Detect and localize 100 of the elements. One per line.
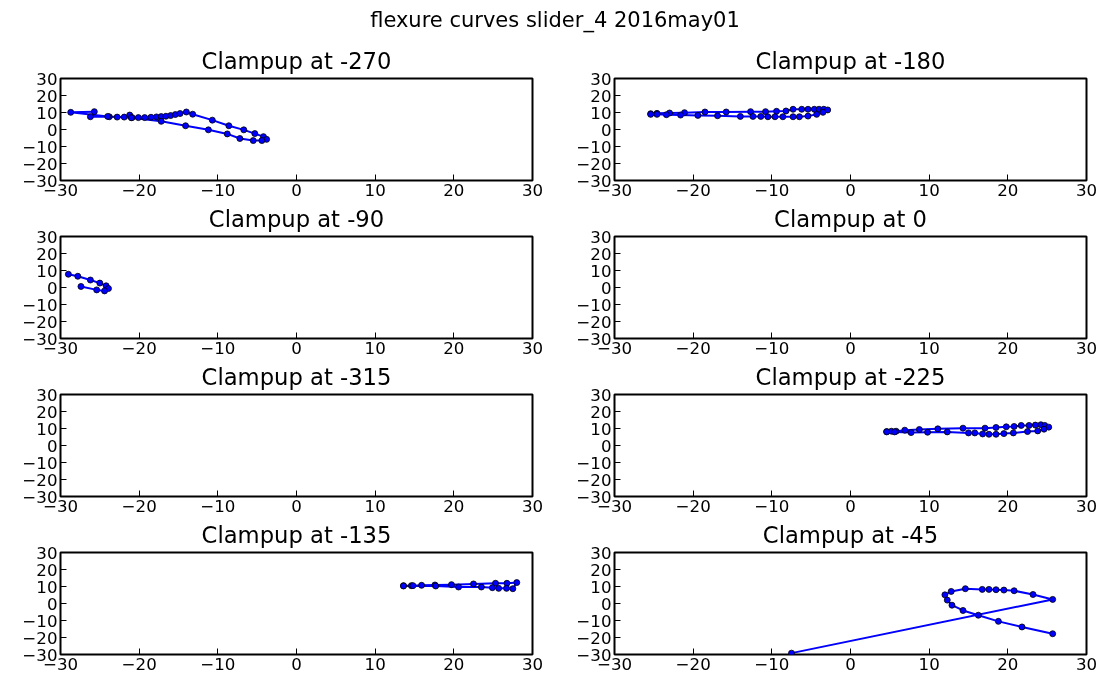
y-tick-label: 0 [600, 278, 612, 298]
y-tick-label: −20 [22, 312, 58, 332]
x-tick-label: 20 [443, 338, 465, 358]
y-tick-label: 20 [36, 560, 58, 580]
x-tick-label: 30 [521, 180, 544, 200]
y-tick-label: 10 [590, 103, 612, 123]
x-tick-label: 20 [997, 338, 1019, 358]
x-tick-label: 30 [1075, 338, 1098, 358]
y-tick-label: 10 [36, 103, 58, 123]
x-tick-label: −10 [200, 338, 236, 358]
y-tick-label: −20 [576, 154, 612, 174]
x-tick-label: −10 [754, 180, 790, 200]
x-tick-label: 0 [291, 654, 302, 674]
chart-title: Clampup at -135 [201, 521, 392, 548]
y-tick-label: 20 [590, 560, 612, 580]
x-tick-label: 20 [997, 496, 1019, 516]
y-tick-label: 0 [46, 594, 58, 614]
x-tick-label: −10 [200, 496, 236, 516]
y-tick-label: −20 [576, 312, 612, 332]
x-tick-label: 10 [918, 180, 940, 200]
y-tick-label: 20 [590, 402, 612, 422]
chart-title: Clampup at 0 [774, 205, 927, 232]
y-tick-label: 0 [46, 120, 58, 140]
x-tick-label: 10 [918, 338, 940, 358]
chart-title: Clampup at -45 [762, 521, 939, 548]
y-tick-label: 30 [590, 543, 612, 563]
y-tick-label: −10 [576, 137, 612, 157]
x-tick-label: 30 [521, 338, 544, 358]
x-tick-label: −20 [675, 338, 711, 358]
y-tick-label: −10 [22, 295, 58, 315]
y-tick-label: 20 [590, 86, 612, 106]
y-tick-label: −10 [22, 453, 58, 473]
y-tick-label: −10 [22, 137, 58, 157]
x-tick-label: −10 [200, 180, 236, 200]
y-tick-label: 0 [600, 594, 612, 614]
chart-title: Clampup at -225 [755, 363, 946, 390]
x-tick-label: 10 [364, 338, 386, 358]
x-tick-label: −20 [121, 654, 157, 674]
y-tick-label: 20 [36, 86, 58, 106]
x-tick-label: 30 [1075, 654, 1098, 674]
y-tick-label: 0 [46, 278, 58, 298]
y-tick-label: 10 [36, 419, 58, 439]
x-tick-label: 0 [291, 338, 302, 358]
x-tick-label: 0 [291, 180, 302, 200]
y-tick-label: 30 [36, 227, 58, 247]
x-tick-label: −10 [754, 496, 790, 516]
y-tick-label: 20 [590, 244, 612, 264]
y-tick-label: −20 [576, 628, 612, 648]
x-tick-label: 0 [845, 338, 856, 358]
x-tick-label: −10 [754, 654, 790, 674]
chart-title: Clampup at -90 [208, 205, 385, 232]
x-tick-label: 0 [845, 496, 856, 516]
x-tick-label: 10 [364, 654, 386, 674]
x-tick-label: 30 [1075, 180, 1098, 200]
x-tick-label: 20 [443, 654, 465, 674]
chart-title: Clampup at -270 [201, 47, 392, 74]
y-tick-label: 0 [600, 436, 612, 456]
y-tick-label: −10 [576, 453, 612, 473]
y-tick-label: 10 [590, 261, 612, 281]
x-tick-label: 30 [1075, 496, 1098, 516]
x-tick-label: 0 [291, 496, 302, 516]
y-tick-label: −20 [22, 628, 58, 648]
x-tick-label: 20 [997, 654, 1019, 674]
x-tick-label: 0 [845, 654, 856, 674]
y-tick-label: 30 [590, 69, 612, 89]
x-tick-label: 30 [521, 654, 544, 674]
x-tick-label: 20 [443, 496, 465, 516]
x-tick-label: −20 [675, 496, 711, 516]
y-tick-label: −20 [576, 470, 612, 490]
x-tick-label: 30 [521, 496, 544, 516]
y-tick-label: 0 [600, 120, 612, 140]
x-tick-label: −20 [121, 180, 157, 200]
x-tick-label: −10 [200, 654, 236, 674]
y-tick-label: 20 [36, 402, 58, 422]
x-tick-label: 0 [845, 180, 856, 200]
x-tick-label: 20 [997, 180, 1019, 200]
y-tick-label: −10 [576, 295, 612, 315]
y-tick-label: 30 [590, 227, 612, 247]
x-tick-label: 10 [918, 654, 940, 674]
y-tick-label: 10 [590, 577, 612, 597]
y-tick-label: 30 [36, 69, 58, 89]
text: flexure curves slider_4 2016may01 [370, 7, 740, 35]
y-tick-label: 10 [590, 419, 612, 439]
x-tick-label: −20 [121, 338, 157, 358]
x-tick-label: −20 [121, 496, 157, 516]
x-tick-label: 10 [918, 496, 940, 516]
chart-title: Clampup at -180 [755, 47, 946, 74]
x-tick-label: 20 [443, 180, 465, 200]
x-tick-label: 10 [364, 180, 386, 200]
y-tick-label: −20 [22, 154, 58, 174]
y-tick-label: 30 [36, 385, 58, 405]
x-tick-label: 10 [364, 496, 386, 516]
x-tick-label: −20 [675, 180, 711, 200]
y-tick-label: −10 [576, 611, 612, 631]
y-tick-label: 10 [36, 261, 58, 281]
x-tick-label: −10 [754, 338, 790, 358]
y-tick-label: 10 [36, 577, 58, 597]
chart-title: Clampup at -315 [201, 363, 392, 390]
y-tick-label: −10 [22, 611, 58, 631]
x-tick-label: −20 [675, 654, 711, 674]
